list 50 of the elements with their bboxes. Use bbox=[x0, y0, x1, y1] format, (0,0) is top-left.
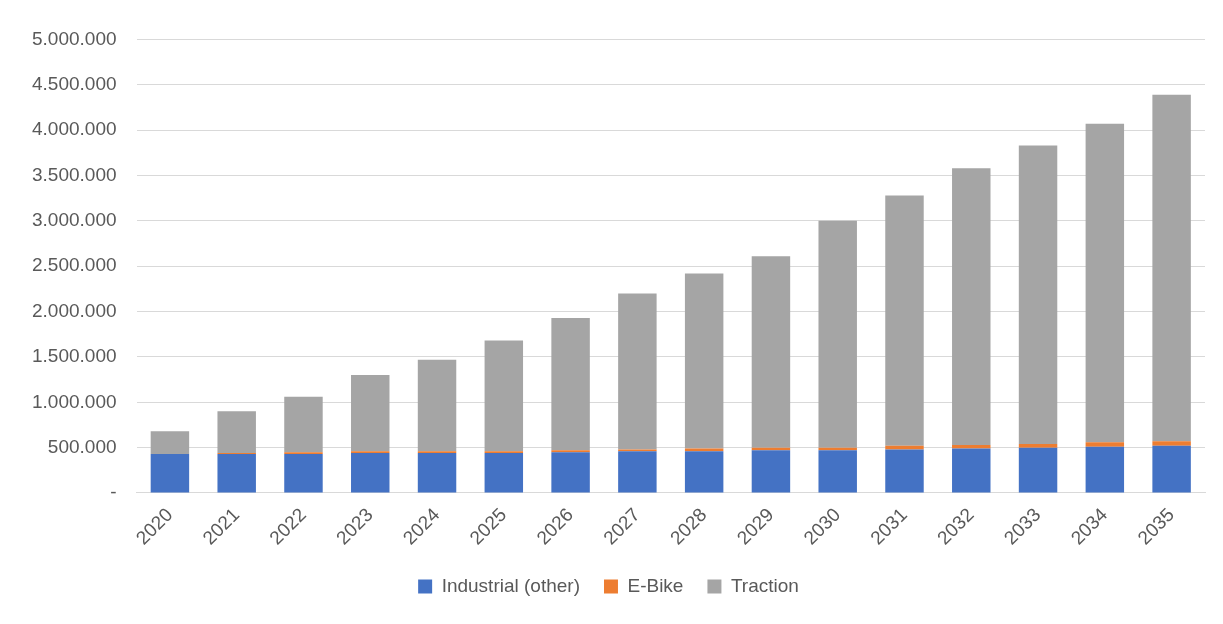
bar bbox=[1085, 123, 1125, 443]
bar bbox=[351, 375, 390, 452]
bar bbox=[484, 453, 524, 493]
bar bbox=[885, 195, 924, 446]
y-tick-label: 1.000.000 bbox=[31, 390, 117, 412]
bar bbox=[618, 451, 657, 493]
bar bbox=[1152, 445, 1191, 493]
y-tick-label: 4.500.000 bbox=[31, 72, 117, 94]
bar bbox=[1018, 145, 1058, 444]
y-tick-label: 1.500.000 bbox=[31, 345, 117, 367]
bar bbox=[217, 411, 256, 454]
y-tick-label: - bbox=[110, 481, 117, 503]
bar bbox=[150, 453, 190, 493]
y-tick-label: 3.500.000 bbox=[31, 163, 117, 185]
bar bbox=[751, 450, 791, 493]
bar bbox=[284, 453, 323, 493]
bar bbox=[351, 453, 390, 493]
bar bbox=[618, 293, 657, 450]
bar bbox=[952, 168, 991, 445]
bar bbox=[1152, 94, 1191, 442]
bar bbox=[417, 359, 457, 452]
bar bbox=[417, 453, 457, 493]
bar bbox=[684, 451, 724, 493]
bar bbox=[751, 256, 791, 448]
y-tick-label: 3.000.000 bbox=[31, 209, 117, 231]
bar bbox=[1018, 447, 1058, 493]
y-tick-label: 500.000 bbox=[47, 435, 117, 457]
bar bbox=[551, 452, 590, 493]
bar bbox=[551, 317, 590, 451]
y-tick-label: 5.000.000 bbox=[31, 27, 117, 49]
bar bbox=[1085, 446, 1125, 493]
bar bbox=[1018, 444, 1058, 448]
bar bbox=[484, 340, 524, 452]
bar bbox=[952, 448, 991, 493]
y-tick-label: 2.500.000 bbox=[31, 254, 117, 276]
legend-label: E-Bike bbox=[627, 574, 684, 596]
legend-label: Traction bbox=[730, 574, 799, 596]
bar bbox=[885, 449, 924, 493]
bar bbox=[684, 273, 724, 449]
bar bbox=[818, 220, 857, 448]
bar bbox=[217, 453, 256, 493]
legend-label: Industrial (other) bbox=[441, 574, 580, 596]
bar bbox=[952, 444, 991, 449]
y-tick-label: 4.000.000 bbox=[31, 118, 117, 140]
bar bbox=[150, 431, 190, 454]
y-tick-label: 2.000.000 bbox=[31, 299, 117, 321]
bar bbox=[1152, 441, 1191, 446]
bar bbox=[284, 396, 323, 453]
bar bbox=[818, 450, 857, 493]
bar bbox=[1085, 442, 1125, 447]
